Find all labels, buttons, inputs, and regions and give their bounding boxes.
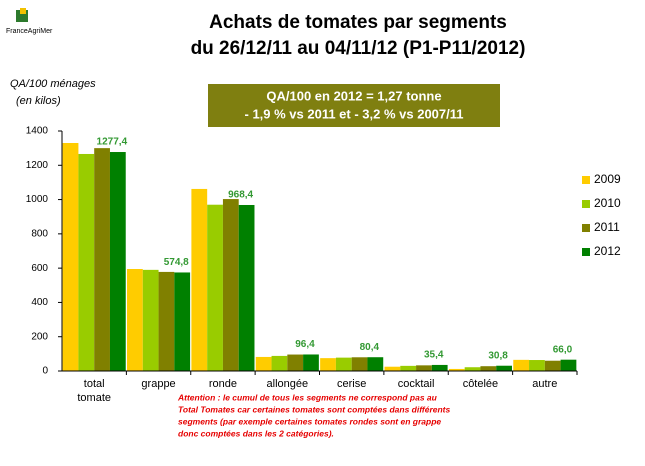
bar: [238, 204, 255, 371]
bar: [496, 365, 512, 371]
bar: [109, 152, 126, 371]
legend-swatch: [582, 200, 590, 208]
chart-title: du 26/12/11 au 04/11/12 (P1-P11/2012): [191, 38, 526, 59]
bar: [400, 365, 417, 371]
legend-label: 2010: [594, 196, 621, 210]
bar: [191, 188, 208, 371]
value-label: 30,8: [488, 350, 508, 361]
y-tick-label: 1200: [26, 160, 49, 171]
bar: [207, 204, 223, 371]
x-tick-label: cerise: [337, 378, 366, 390]
bar: [448, 368, 465, 371]
bar: [174, 272, 191, 371]
bar: [287, 354, 304, 371]
footnote-line: Attention : le cumul de tous les segment…: [177, 392, 438, 402]
y-tick-label: 0: [42, 366, 48, 377]
bar: [303, 354, 319, 371]
annotation: QA/100 en 2012 = 1,27 tonne: [266, 88, 441, 103]
bar: [142, 269, 159, 371]
x-tick-label: grappe: [141, 378, 175, 390]
legend-swatch: [582, 224, 590, 232]
bar: [480, 366, 497, 371]
y-tick-label: 1000: [26, 194, 49, 205]
chart-title: Achats de tomates par segments: [209, 12, 507, 33]
bar: [513, 359, 530, 371]
y-tick-label: 800: [31, 228, 48, 239]
footnote-line: donc comptées dans les 2 catégories).: [178, 428, 334, 438]
footnote-line: segments (par exemple certaines tomates …: [178, 416, 441, 426]
bar: [62, 143, 79, 371]
bar: [222, 199, 239, 371]
value-label: 35,4: [424, 350, 444, 361]
legend-label: 2011: [594, 220, 620, 234]
bar: [127, 269, 143, 371]
y-tick-label: 400: [31, 297, 48, 308]
value-label: 96,4: [295, 339, 315, 350]
y-tick-label: 600: [31, 263, 48, 274]
bar: [320, 358, 336, 371]
x-tick-label: cocktail: [398, 378, 435, 390]
value-label: 574,8: [164, 257, 189, 268]
bar: [78, 153, 95, 371]
annotation-box: [208, 84, 500, 127]
bar: [384, 366, 401, 371]
value-label: 968,4: [228, 190, 253, 201]
bar: [367, 357, 384, 371]
bar: [158, 271, 175, 371]
x-tick-label: autre: [532, 378, 557, 390]
bar: [544, 360, 561, 371]
value-label: 80,4: [360, 342, 380, 353]
x-tick-label: allongée: [267, 378, 309, 390]
y-tick-label: 1400: [26, 126, 49, 137]
x-tick-label: total tomate: [77, 378, 111, 404]
value-label: 66,0: [553, 344, 573, 355]
annotation: - 1,9 % vs 2011 et - 3,2 % vs 2007/11: [245, 106, 464, 121]
logo-text: FranceAgriMer: [6, 28, 53, 35]
value-label: 1277,4: [97, 137, 128, 148]
bar: [94, 148, 110, 371]
y-axis-label: (en kilos): [16, 95, 61, 107]
legend-label: 2009: [594, 172, 621, 186]
bar: [351, 357, 368, 371]
y-axis-label: QA/100 ménages: [10, 78, 96, 90]
bar: [271, 355, 288, 371]
x-tick-label: côtelée: [463, 378, 498, 390]
bar: [431, 364, 448, 371]
bar: [529, 360, 545, 371]
legend-label: 2012: [594, 244, 621, 258]
y-tick-label: 200: [31, 331, 48, 342]
x-tick-label: ronde: [209, 378, 237, 390]
bar: [255, 356, 272, 371]
bar: [335, 357, 352, 371]
bar: [560, 359, 577, 371]
footnote-line: Total Tomates car certaines tomates sont…: [178, 404, 451, 414]
legend-swatch: [582, 176, 590, 184]
logo-icon: [20, 8, 26, 14]
bar: [416, 365, 432, 371]
legend-swatch: [582, 248, 590, 256]
bar: [464, 367, 481, 371]
footnote: Attention : le cumul de tous les segment…: [177, 392, 451, 438]
